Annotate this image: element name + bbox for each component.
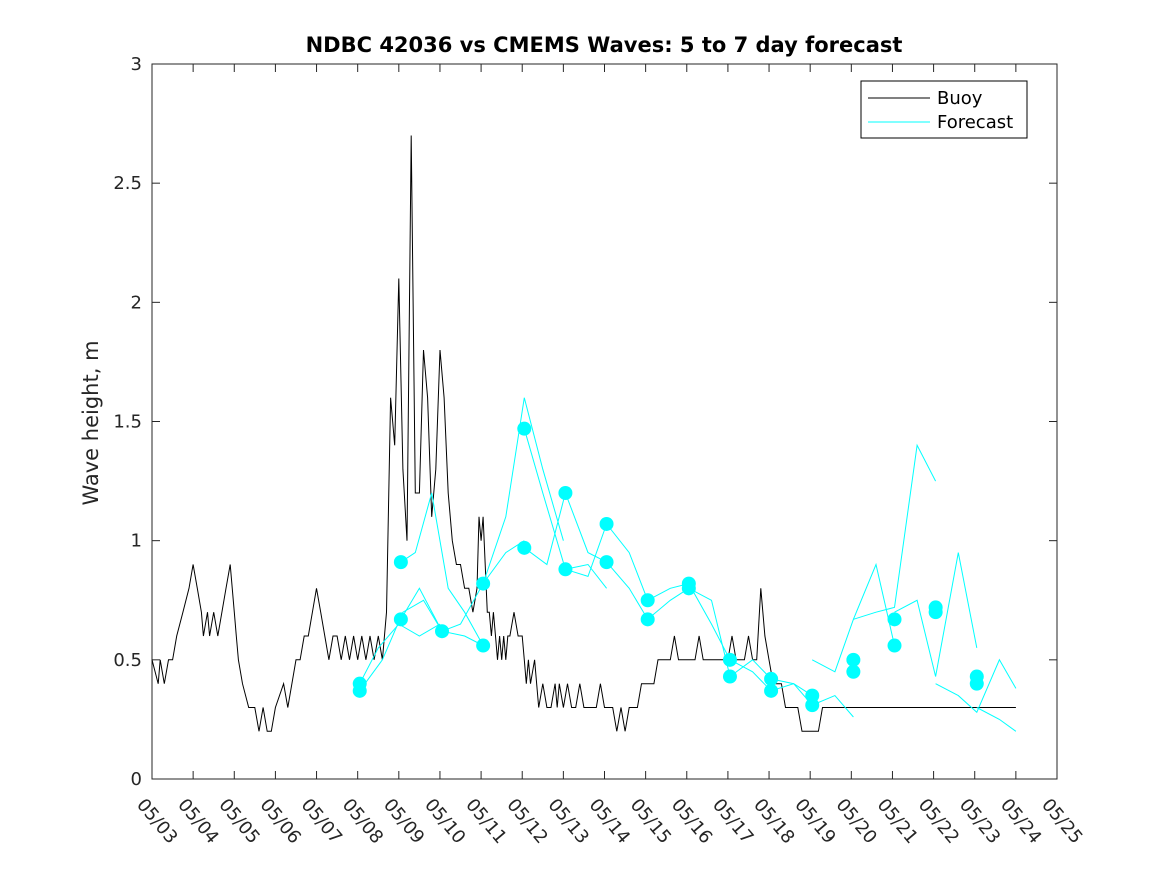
buoy-series-line bbox=[151, 135, 1016, 732]
forecast-marker bbox=[599, 555, 614, 570]
x-tick-label: 05/18 bbox=[749, 795, 798, 848]
forecast-marker bbox=[846, 652, 861, 667]
y-tick-label: 3 bbox=[131, 54, 142, 75]
forecast-marker bbox=[352, 683, 367, 698]
x-tick-label: 05/14 bbox=[585, 795, 634, 848]
x-tick-label: 05/16 bbox=[667, 795, 716, 848]
forecast-marker bbox=[599, 516, 614, 531]
forecast-marker bbox=[805, 698, 820, 713]
y-axis-label: Wave height, m bbox=[79, 340, 103, 505]
forecast-series-line bbox=[359, 599, 443, 692]
chart-title: NDBC 42036 vs CMEMS Waves: 5 to 7 day fo… bbox=[306, 33, 903, 57]
forecast-series-line bbox=[400, 492, 484, 646]
forecast-marker bbox=[517, 421, 532, 436]
x-tick-label: 05/03 bbox=[132, 795, 181, 848]
axes-box bbox=[151, 63, 1058, 780]
forecast-series-line bbox=[482, 397, 564, 584]
legend-forecast-label: Forecast bbox=[937, 112, 1013, 133]
legend-box bbox=[860, 80, 1028, 139]
x-tick-label: 05/21 bbox=[873, 795, 922, 848]
forecast-marker bbox=[517, 540, 532, 555]
forecast-series-line bbox=[935, 658, 1017, 714]
x-tick-label: 05/19 bbox=[790, 795, 839, 848]
forecast-marker bbox=[887, 638, 902, 653]
x-tick-label: 05/04 bbox=[173, 795, 222, 848]
y-tick-label: 0 bbox=[131, 769, 142, 790]
legend: Buoy Forecast bbox=[860, 80, 1028, 139]
x-tick-label: 05/20 bbox=[831, 795, 880, 848]
forecast-marker bbox=[393, 612, 408, 627]
x-tick-label: 05/06 bbox=[256, 795, 305, 848]
forecast-marker bbox=[640, 612, 655, 627]
x-tick-label: 05/13 bbox=[544, 795, 593, 848]
forecast-series-line bbox=[606, 561, 690, 621]
forecast-marker bbox=[764, 671, 779, 686]
x-tick-label: 05/23 bbox=[955, 795, 1004, 848]
x-tick-label: 05/08 bbox=[338, 795, 387, 848]
forecast-marker bbox=[640, 593, 655, 608]
x-tick-label: 05/22 bbox=[914, 795, 963, 848]
forecast-marker bbox=[969, 676, 984, 691]
forecast-marker bbox=[722, 652, 737, 667]
x-tick-label: 05/17 bbox=[708, 795, 757, 848]
y-tick-label: 1.5 bbox=[113, 412, 142, 433]
forecast-series-line bbox=[524, 491, 607, 566]
forecast-marker bbox=[393, 555, 408, 570]
y-tick-label: 0.5 bbox=[113, 650, 142, 671]
forecast-marker bbox=[722, 669, 737, 684]
forecast-marker bbox=[558, 486, 573, 500]
forecast-marker bbox=[846, 664, 861, 679]
x-tick-label: 05/15 bbox=[626, 795, 675, 848]
x-tick-label: 05/10 bbox=[420, 795, 469, 848]
forecast-marker bbox=[764, 683, 779, 698]
forecast-marker bbox=[558, 562, 573, 577]
forecast-marker bbox=[476, 638, 491, 653]
forecast-marker bbox=[928, 605, 943, 620]
y-tick-label: 2.5 bbox=[113, 173, 142, 194]
forecast-marker bbox=[887, 612, 902, 627]
x-tick-label: 05/25 bbox=[1037, 795, 1086, 848]
x-tick-label: 05/09 bbox=[379, 795, 428, 848]
x-tick-label: 05/24 bbox=[996, 795, 1045, 848]
forecast-marker bbox=[435, 624, 450, 639]
y-tick-label: 1 bbox=[131, 531, 142, 552]
x-tick-label: 05/12 bbox=[502, 795, 551, 848]
x-tick-label: 05/11 bbox=[461, 795, 510, 848]
forecast-series-line bbox=[894, 552, 978, 677]
forecast-marker bbox=[476, 576, 491, 591]
forecast-series-line bbox=[976, 707, 1017, 732]
plot-area: 00.511.522.5305/0305/0405/0505/0605/0705… bbox=[113, 54, 1086, 848]
forecast-series-line bbox=[853, 443, 937, 620]
y-tick-label: 2 bbox=[131, 292, 142, 313]
x-tick-label: 05/05 bbox=[214, 795, 263, 848]
x-tick-label: 05/07 bbox=[297, 795, 346, 848]
forecast-marker bbox=[681, 581, 696, 596]
legend-buoy-label: Buoy bbox=[937, 88, 983, 109]
